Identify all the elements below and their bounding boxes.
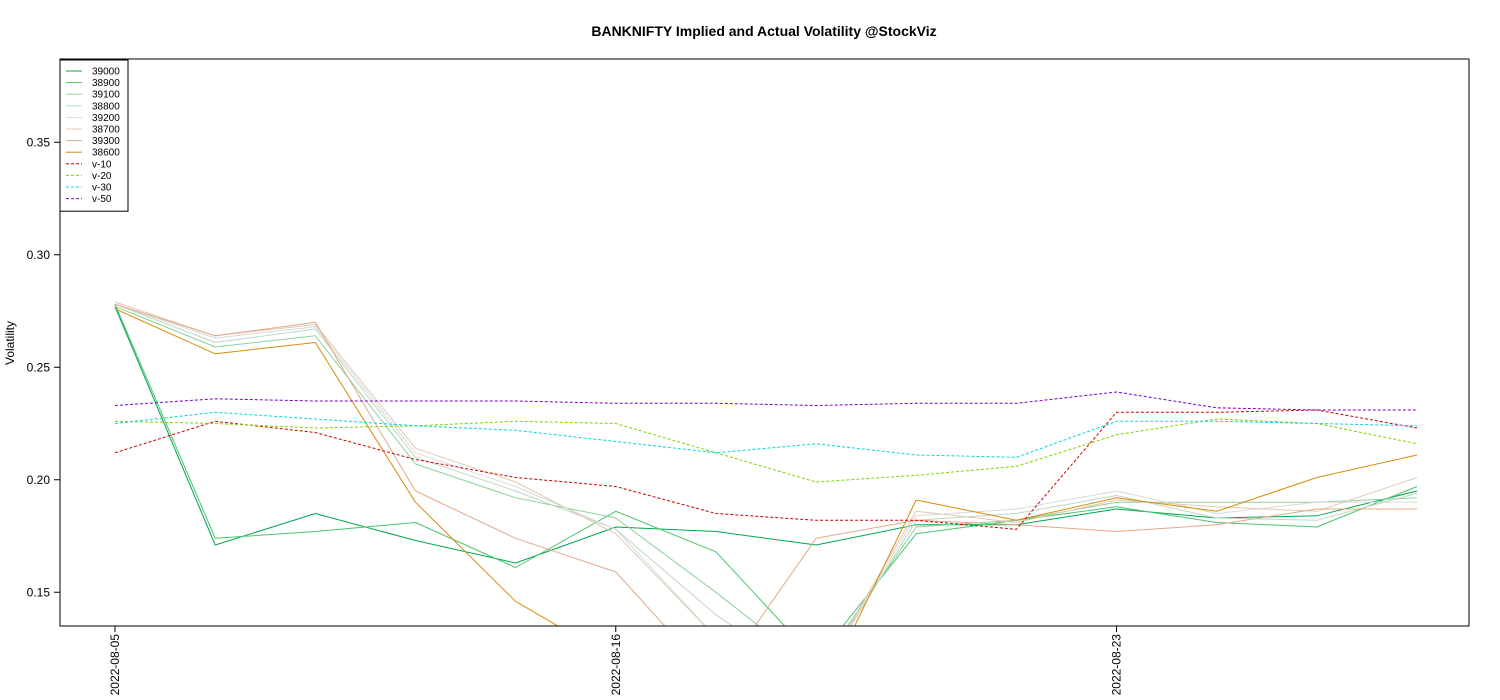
legend-label: 38600 (92, 148, 120, 159)
legend-label: 39100 (92, 90, 120, 101)
series-line-v-10 (114, 409, 1418, 530)
y-tick-label: 0.30 (27, 248, 51, 262)
legend-label: 39000 (92, 67, 120, 78)
x-tick-label: 2022-08-23 (1110, 634, 1124, 696)
y-axis: 0.15 0.20 0.25 0.30 0.35 (27, 135, 60, 599)
legend-label: v-20 (92, 171, 112, 182)
series-line-v-30 (114, 411, 1418, 458)
series-line-39000 (114, 306, 1418, 564)
y-tick-label: 0.20 (27, 473, 51, 487)
plot-frame (59, 58, 1470, 627)
legend-label: 39300 (92, 136, 120, 147)
chart-title: BANKNIFTY Implied and Actual Volatility … (591, 23, 936, 39)
series-line-39100 (114, 306, 1418, 626)
legend-box (59, 59, 129, 212)
series-line-v-20 (114, 418, 1418, 483)
x-axis: 2022-08-05 2022-08-16 2022-08-23 (108, 626, 1124, 695)
x-tick-label: 2022-08-05 (108, 634, 122, 696)
legend-label: 38700 (92, 125, 120, 136)
series-line-39300 (114, 303, 1417, 626)
series-line-38600 (114, 308, 1418, 626)
legend-label: 39200 (92, 113, 120, 124)
legend-label: v-30 (92, 183, 112, 194)
series-line-v-50 (114, 391, 1417, 411)
legend: 3900038900391003880039200387003930038600… (59, 59, 129, 212)
y-tick-label: 0.35 (27, 135, 51, 149)
x-tick-label: 2022-08-16 (609, 634, 623, 696)
series-line-39200 (114, 303, 1417, 626)
y-tick-label: 0.25 (27, 360, 51, 374)
legend-label: 38800 (92, 101, 120, 112)
series-group (114, 301, 1418, 626)
legend-label: v-10 (92, 159, 112, 170)
series-line-38900 (114, 304, 1418, 626)
series-line-38700 (114, 301, 1418, 626)
legend-label: v-50 (92, 194, 112, 205)
y-axis-label: Volatility (3, 321, 17, 365)
y-tick-label: 0.15 (27, 585, 51, 599)
legend-label: 38900 (92, 78, 120, 89)
